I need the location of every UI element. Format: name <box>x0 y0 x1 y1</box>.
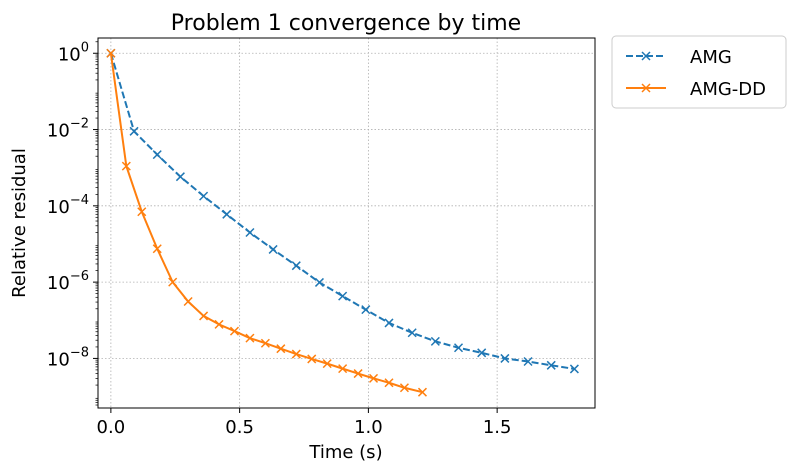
data-point <box>183 296 193 307</box>
series-line <box>109 52 575 370</box>
data-point <box>260 338 270 348</box>
axes-frame <box>97 37 596 409</box>
data-point <box>129 126 139 136</box>
data-point <box>291 261 301 271</box>
legend-label: AMG <box>690 47 732 68</box>
y-axis-ticks: 100 10−2 10−4 10−6 10−8 <box>47 40 98 406</box>
data-point <box>106 48 116 58</box>
legend: AMG AMG-DD <box>611 35 787 109</box>
data-point <box>268 244 278 254</box>
y-tick-label: 10−2 <box>47 117 89 142</box>
data-point <box>453 343 464 353</box>
y-axis-label: Relative residual <box>9 148 30 298</box>
data-point <box>175 172 185 182</box>
data-point <box>168 277 178 287</box>
data-point <box>399 383 409 393</box>
data-point <box>314 277 324 287</box>
legend-marker <box>641 83 651 93</box>
data-point <box>245 227 255 238</box>
x-axis-ticks: 0.0 0.5 1.0 1.5 <box>97 408 512 438</box>
legend-label: AMG-DD <box>690 79 766 100</box>
data-point <box>369 373 379 383</box>
legend-entries: AMG AMG-DD <box>626 47 766 100</box>
data-point <box>384 378 394 388</box>
y-tick-label: 10−4 <box>47 193 89 218</box>
data-point <box>199 191 209 201</box>
data-point <box>407 328 417 338</box>
y-tick-label: 10−8 <box>47 345 89 370</box>
data-point <box>214 319 224 329</box>
data-point <box>477 348 487 358</box>
data-point <box>222 209 232 219</box>
series-amg-dd <box>106 48 427 397</box>
legend-entry: AMG <box>626 47 732 68</box>
data-point <box>430 336 440 346</box>
data-point <box>152 150 162 160</box>
data-point <box>338 291 348 301</box>
data-point <box>307 354 317 364</box>
series-amg <box>106 48 579 374</box>
data-point <box>121 161 131 171</box>
data-point <box>291 349 301 359</box>
data-point <box>500 353 510 363</box>
data-point <box>229 326 240 336</box>
x-tick-label: 1.5 <box>483 417 512 438</box>
data-point <box>417 387 427 397</box>
data-point <box>384 318 394 328</box>
x-tick-label: 0.5 <box>225 417 254 438</box>
y-tick-label: 100 <box>58 40 89 65</box>
data-point <box>523 356 533 367</box>
data-point <box>199 311 209 321</box>
legend-entry: AMG-DD <box>626 79 766 100</box>
data-point <box>137 207 147 217</box>
data-point <box>322 359 332 369</box>
legend-marker <box>641 51 651 61</box>
x-axis-label: Time (s) <box>308 442 382 463</box>
grid <box>98 38 595 408</box>
data-point <box>152 244 162 254</box>
legend-frame <box>611 35 787 109</box>
series-layer <box>106 48 579 397</box>
x-tick-label: 0.0 <box>97 417 126 438</box>
data-point <box>338 364 348 374</box>
data-point <box>546 360 556 370</box>
x-tick-label: 1.0 <box>354 417 383 438</box>
data-point <box>361 305 371 315</box>
data-point <box>276 344 286 354</box>
y-tick-label: 10−6 <box>47 269 89 294</box>
data-point <box>245 333 255 343</box>
chart-title: Problem 1 convergence by time <box>171 11 521 36</box>
data-point <box>353 369 363 379</box>
data-point <box>569 364 579 374</box>
